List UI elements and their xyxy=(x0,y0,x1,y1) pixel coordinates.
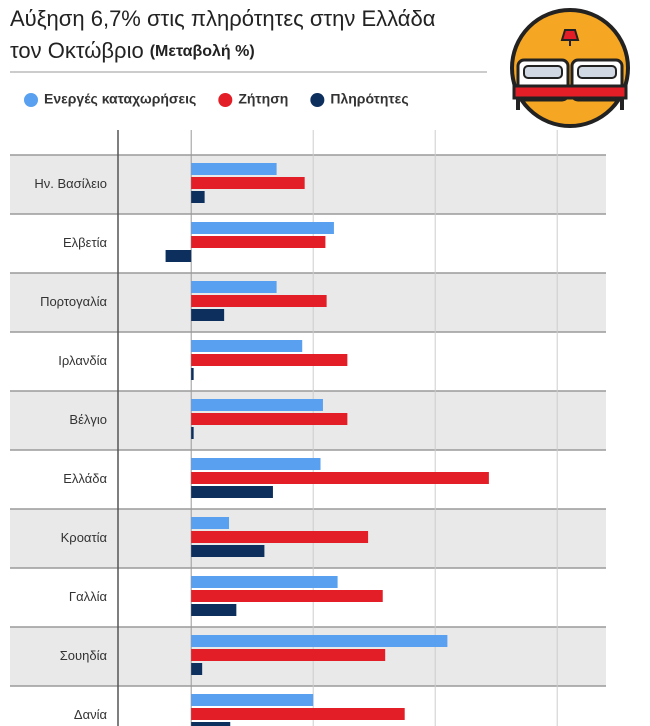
bar xyxy=(191,635,448,647)
bar xyxy=(191,458,321,470)
bar xyxy=(191,163,277,175)
bar xyxy=(191,590,383,602)
category-label: Γαλλία xyxy=(69,589,108,604)
chart-title: Αύξηση 6,7% στις πληρότητες στην Ελλάδα xyxy=(10,6,436,31)
bar xyxy=(191,281,277,293)
category-label: Δανία xyxy=(74,707,108,722)
category-label: Κροατία xyxy=(61,530,108,545)
category-label: Πορτογαλία xyxy=(40,294,107,309)
bar xyxy=(191,354,348,366)
bar xyxy=(191,295,327,307)
bar xyxy=(191,472,489,484)
plot-area: Ην. Βασίλειο Ελβετία Πορτογαλία Ιρλανδία Βέλ… xyxy=(10,130,606,726)
legend-label: Ενεργές καταχωρήσεις xyxy=(44,91,196,107)
chart-title-2: τον Οκτώβριο (Μεταβολή %) xyxy=(10,38,255,63)
bar xyxy=(191,177,305,189)
row-band xyxy=(10,155,606,214)
category-label: Ιρλανδία xyxy=(58,353,107,368)
category-label: Σουηδία xyxy=(60,648,108,663)
legend-marker xyxy=(310,93,325,107)
legend-label: Πληρότητες xyxy=(330,91,408,107)
legend-label: Ζήτηση xyxy=(238,91,288,107)
bar xyxy=(191,722,231,726)
title-line: Αύξηση 6,7% στις πληρότητες στην Ελλάδα xyxy=(10,6,436,31)
category-label: Βέλγιο xyxy=(69,412,107,427)
bar xyxy=(191,413,348,425)
bar xyxy=(191,708,405,720)
bar xyxy=(191,486,273,498)
category-label: Ελβετία xyxy=(63,235,107,250)
bar xyxy=(191,576,338,588)
legend-marker xyxy=(24,93,38,107)
bar xyxy=(165,250,192,262)
bar xyxy=(191,191,205,203)
bar xyxy=(191,545,265,557)
bar xyxy=(191,531,369,543)
bar xyxy=(191,694,314,706)
category-label: Ελλάδα xyxy=(63,471,107,486)
bar xyxy=(191,340,303,352)
bar xyxy=(191,309,225,321)
bar xyxy=(191,517,230,529)
category-label: Ην. Βασίλειο xyxy=(34,176,107,191)
legend-marker xyxy=(218,93,233,107)
bar xyxy=(191,604,237,616)
bar xyxy=(191,663,203,675)
bar xyxy=(191,649,386,661)
bar xyxy=(191,368,194,380)
legend: Ενεργές καταχωρήσεις Ζήτηση Πληρότητες xyxy=(24,91,409,107)
title-line: τον Οκτώβριο xyxy=(10,38,144,63)
bar xyxy=(191,236,326,248)
bar xyxy=(191,399,323,411)
bar xyxy=(191,427,194,439)
icon xyxy=(510,8,630,128)
chart-subtitle: (Μεταβολή %) xyxy=(150,43,255,60)
bar xyxy=(191,222,334,234)
